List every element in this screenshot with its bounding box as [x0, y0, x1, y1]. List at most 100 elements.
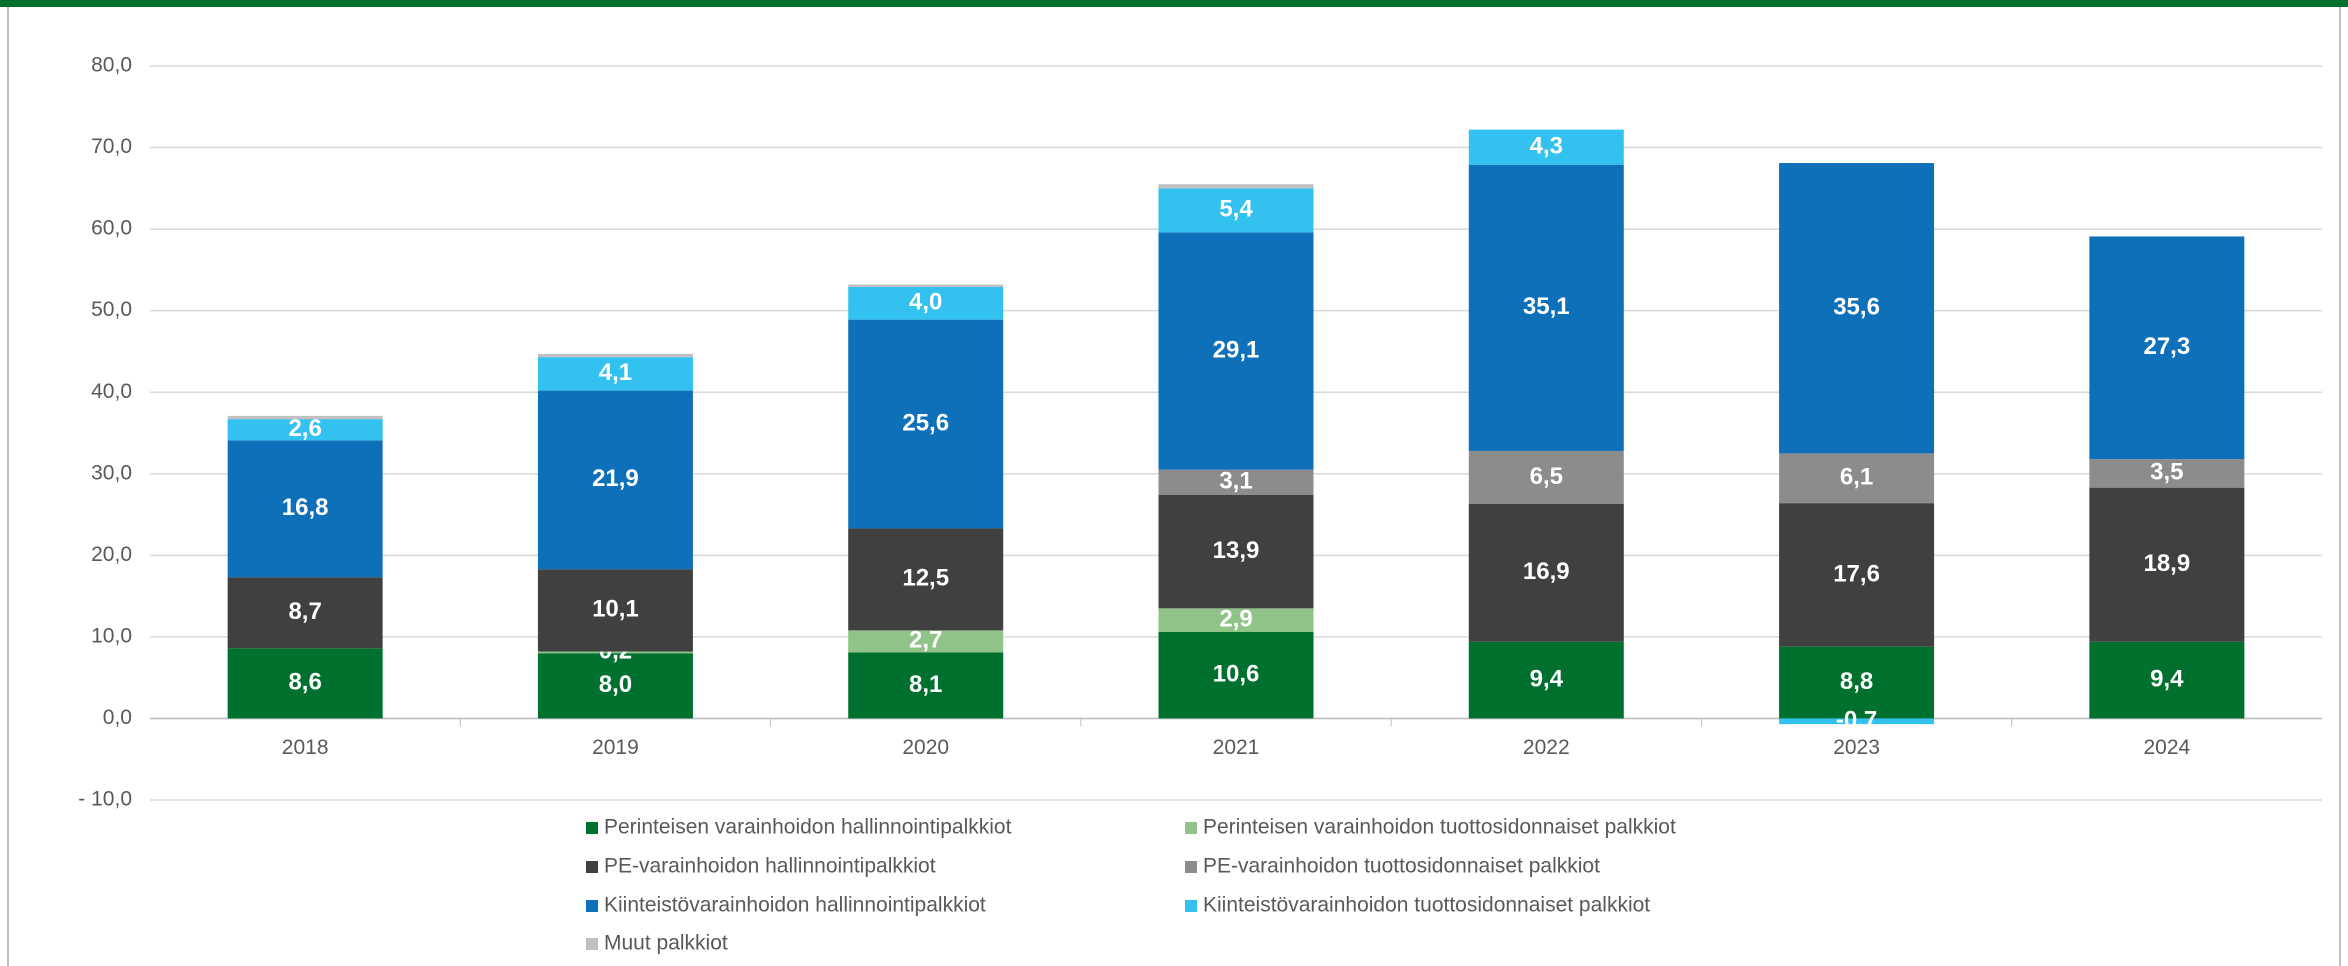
bar-segment: [848, 528, 1004, 631]
bar-segment: [848, 652, 1004, 719]
x-tick-label: 2021: [1213, 736, 1260, 759]
bar-segment: [1468, 129, 1624, 165]
bar-segment: [537, 390, 693, 570]
value-label: 21,9: [592, 465, 639, 492]
bar-segment: [1468, 450, 1624, 504]
x-tick-label: 2020: [902, 736, 949, 759]
y-tick-label: 70,0: [91, 135, 132, 158]
value-label: 35,6: [1833, 294, 1880, 321]
value-label: 6,5: [1530, 463, 1563, 490]
value-label: 12,5: [902, 565, 949, 592]
bar-segment: [537, 653, 693, 719]
legend-swatch: [1185, 861, 1197, 873]
value-label: 9,4: [1530, 665, 1564, 692]
legend-label: Kiinteistövarainhoidon tuottosidonnaiset…: [1203, 894, 1650, 917]
y-tick-label: 30,0: [91, 461, 132, 484]
value-label: 27,3: [2143, 333, 2190, 360]
value-label: 8,1: [909, 671, 942, 698]
bar-segment: [1158, 188, 1314, 233]
legend-label: Perinteisen varainhoidon tuottosidonnais…: [1203, 816, 1676, 839]
bar-segment: [1158, 608, 1314, 632]
bar-segment: [2089, 487, 2245, 642]
value-label: 10,1: [592, 596, 639, 623]
value-label: 8,6: [288, 669, 321, 696]
legend-label: PE-varainhoidon tuottosidonnaiset palkki…: [1203, 855, 1600, 878]
legend-swatch: [586, 900, 598, 912]
x-tick-label: 2024: [2143, 736, 2190, 759]
bar-segment: [848, 630, 1004, 653]
value-label: 2,6: [288, 415, 321, 442]
value-label: 25,6: [902, 409, 949, 436]
value-label: 2,7: [909, 627, 942, 654]
bar-segment: [2089, 641, 2245, 719]
x-tick-label: 2018: [282, 736, 329, 759]
value-label: 4,0: [909, 289, 942, 316]
bar-segment: [2089, 459, 2245, 488]
bar-segment: [1158, 232, 1314, 470]
value-label: 5,4: [1219, 196, 1253, 223]
x-tick-label: 2019: [592, 736, 639, 759]
legend-label: Kiinteistövarainhoidon hallinnointipalkk…: [604, 894, 986, 917]
bar-segment: [1158, 469, 1314, 495]
value-label: 3,5: [2150, 459, 2183, 486]
y-tick-label: 0,0: [103, 706, 132, 729]
bar-segment: [227, 577, 383, 649]
bar-segment: [1779, 453, 1935, 504]
bar-segment: [1158, 494, 1314, 609]
bar-segment: [537, 357, 693, 391]
bar-segment: [848, 287, 1004, 320]
legend-label: PE-varainhoidon hallinnointipalkkiot: [604, 855, 936, 878]
bar-segment: [227, 419, 383, 441]
value-label: 17,6: [1833, 560, 1880, 587]
legend-swatch: [1185, 822, 1197, 834]
bar-segment: [2089, 236, 2245, 460]
bar-segment: [1158, 184, 1314, 189]
value-label: 6,1: [1840, 464, 1873, 491]
bar-segment: [537, 651, 693, 654]
top-bar: [0, 0, 2348, 7]
bar-segment: [1779, 718, 1935, 725]
bar-segment: [1468, 641, 1624, 719]
value-label: 18,9: [2143, 550, 2190, 577]
bar-segment: [1158, 631, 1314, 719]
x-tick-label: 2023: [1833, 736, 1880, 759]
value-label: 9,4: [2150, 665, 2184, 692]
bar-segment: [227, 440, 383, 578]
bar-segment: [848, 284, 1004, 288]
legend-label: Perinteisen varainhoidon hallinnointipal…: [604, 816, 1012, 839]
legend-swatch: [586, 938, 598, 950]
legend-swatch: [586, 822, 598, 834]
x-tick-label: 2022: [1523, 736, 1570, 759]
value-label: 29,1: [1213, 336, 1260, 363]
value-label: 16,8: [282, 494, 329, 521]
y-tick-label: 10,0: [91, 624, 132, 647]
bar-segment: [1468, 164, 1624, 451]
bar-segment: [1779, 163, 1935, 454]
value-label: 13,9: [1213, 537, 1260, 564]
bar-segment: [227, 648, 383, 719]
value-label: -0,7: [1836, 707, 1877, 734]
bar-segment: [1468, 503, 1624, 642]
bar-segment: [227, 415, 383, 420]
bar-segment: [848, 319, 1004, 529]
legend-label: Muut palkkiot: [604, 932, 728, 955]
y-tick-label: 40,0: [91, 380, 132, 403]
y-tick-label: 20,0: [91, 543, 132, 566]
bar-segment: [537, 569, 693, 652]
value-label: 8,7: [288, 598, 321, 625]
y-tick-label: 50,0: [91, 298, 132, 321]
legend-swatch: [1185, 900, 1197, 912]
bar-segment: [537, 353, 693, 358]
bar-segment: [1779, 503, 1935, 647]
y-tick-label: 80,0: [91, 54, 132, 77]
value-label: 3,1: [1219, 468, 1252, 495]
y-tick-label: - 10,0: [78, 788, 132, 811]
value-label: 8,0: [599, 671, 632, 698]
value-label: 35,1: [1523, 293, 1570, 320]
value-label: 4,3: [1530, 132, 1563, 159]
bar-segment: [1779, 646, 1935, 719]
value-label: 10,6: [1213, 661, 1260, 688]
y-tick-label: 60,0: [91, 217, 132, 240]
value-label: 2,9: [1219, 606, 1252, 633]
